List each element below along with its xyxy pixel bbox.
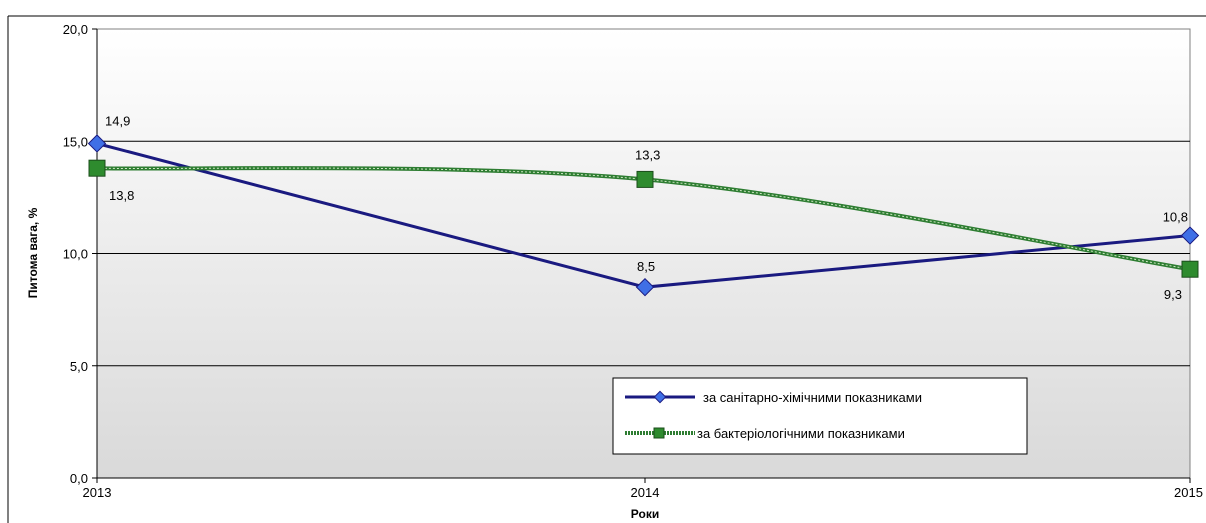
point-diamond [1180, 226, 1200, 245]
legend-marker-diamond-icon [653, 390, 667, 404]
y-axis-ticks: 0,0 5,0 10,0 15,0 20,0 [63, 22, 97, 486]
legend-label-series-2: за бактеріологічними показниками [697, 426, 905, 441]
x-tick-label: 2013 [83, 485, 112, 500]
point-diamond [635, 277, 655, 297]
y-tick-label: 10,0 [63, 247, 88, 262]
series-layer [87, 134, 1200, 297]
point-square [88, 159, 106, 177]
legend: за санітарно-хімічними показниками за ба… [612, 377, 1028, 455]
data-label: 10,8 [1163, 210, 1188, 225]
y-axis-title: Питома вага, % [26, 207, 40, 298]
y-tick-label: 5,0 [70, 359, 88, 374]
data-label: 13,8 [109, 188, 134, 203]
x-tick-label: 2014 [631, 485, 660, 500]
data-label: 8,5 [637, 259, 655, 274]
legend-label-series-1: за санітарно-хімічними показниками [703, 390, 922, 405]
y-tick-label: 20,0 [63, 22, 88, 37]
data-label: 14,9 [105, 113, 130, 128]
y-tick-label: 0,0 [70, 471, 88, 486]
point-diamond [87, 134, 107, 153]
point-square [1181, 260, 1199, 278]
legend-marker-square-icon [653, 427, 665, 439]
data-label: 9,3 [1164, 287, 1182, 302]
data-labels: 14,9 8,5 10,8 13,8 13,3 9,3 [105, 113, 1188, 302]
x-axis-ticks: 2013 2014 2015 [83, 478, 1203, 500]
data-label: 13,3 [635, 147, 660, 162]
x-tick-label: 2015 [1174, 485, 1203, 500]
legend-box [612, 377, 1028, 455]
point-square [636, 170, 654, 188]
y-tick-label: 15,0 [63, 134, 88, 149]
x-axis-title: Роки [631, 507, 659, 521]
